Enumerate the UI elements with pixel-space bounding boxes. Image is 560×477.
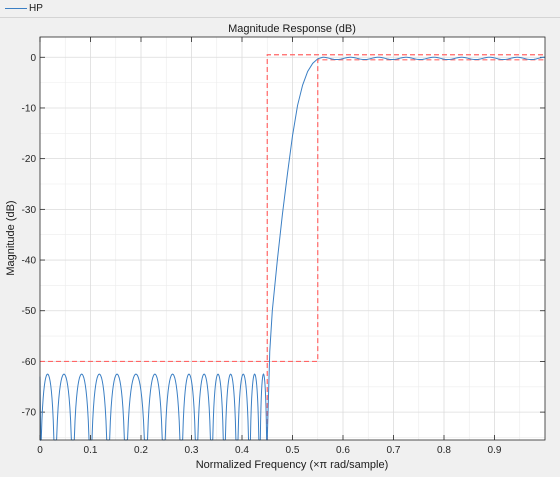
x-tick-label: 0.1 xyxy=(84,445,98,456)
x-tick-label: 0.3 xyxy=(185,445,199,456)
y-tick-label: 0 xyxy=(30,53,36,64)
y-tick-label: -40 xyxy=(22,256,37,267)
x-tick-label: 0.7 xyxy=(387,445,401,456)
y-tick-label: -10 xyxy=(22,103,37,114)
grid xyxy=(40,37,545,440)
series-group xyxy=(39,56,546,441)
axes-box xyxy=(39,36,546,441)
y-tick-label: -60 xyxy=(22,357,37,368)
x-tick-label: 0.8 xyxy=(437,445,451,456)
legend-label: HP xyxy=(29,3,43,14)
x-tick-label: 0.2 xyxy=(134,445,148,456)
y-tick-label: -20 xyxy=(22,154,37,165)
x-axis-ticks: 0 0.1 0.2 0.3 0.4 0.5 0.6 0.7 0.8 0.9 xyxy=(37,37,502,456)
constraint-mask xyxy=(40,54,545,440)
x-tick-label: 0.4 xyxy=(235,445,249,456)
x-axis-title: Normalized Frequency (×π rad/sample) xyxy=(196,459,389,471)
legend-line-swatch xyxy=(5,8,27,9)
x-tick-label: 0.9 xyxy=(488,445,502,456)
mask-upper-bound xyxy=(266,54,545,440)
y-tick-label: -30 xyxy=(22,205,37,216)
x-tick-label: 0 xyxy=(37,445,43,456)
mask-lower-bound xyxy=(40,59,545,363)
series-line-hp xyxy=(39,56,546,441)
chart-title: Magnitude Response (dB) xyxy=(228,23,356,35)
y-axis-title: Magnitude (dB) xyxy=(5,200,17,275)
legend-item-hp[interactable]: HP xyxy=(5,2,43,15)
x-tick-label: 0.6 xyxy=(336,445,350,456)
y-tick-label: -70 xyxy=(22,408,37,419)
legend-bar: HP xyxy=(0,0,560,18)
x-tick-label: 0.5 xyxy=(286,445,300,456)
y-tick-label: -50 xyxy=(22,306,37,317)
